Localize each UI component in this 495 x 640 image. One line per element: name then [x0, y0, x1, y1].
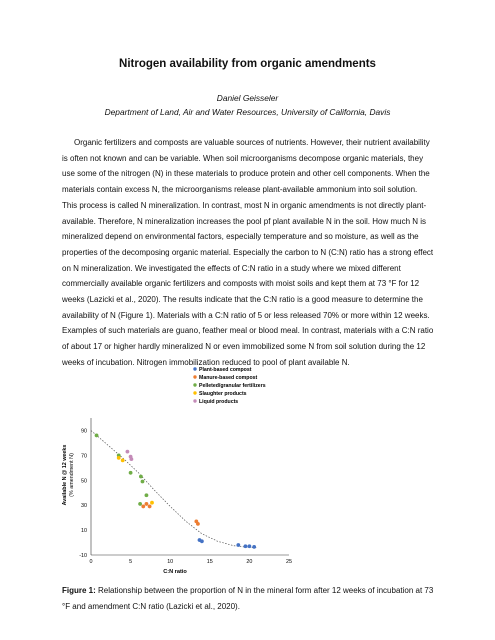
data-point [125, 449, 130, 454]
author-name: Daniel Geisseler [216, 93, 279, 103]
data-point [199, 539, 204, 544]
author-affiliation: Department of Land, Air and Water Resour… [104, 107, 391, 117]
legend-marker [193, 383, 197, 387]
data-point [150, 500, 154, 505]
data-point [138, 502, 143, 506]
y-tick-label: 10 [81, 528, 87, 534]
nitrogen-scatter-chart: 0 5 10 15 20 25 -10 10 30 50 70 90 Plant-based comp… [62, 367, 292, 575]
data-point [243, 544, 248, 549]
trend-line [90, 430, 258, 548]
data-point [147, 504, 152, 509]
caption-label: Figure 1: [62, 586, 96, 595]
legend-marker [193, 399, 197, 403]
legend-marker [193, 375, 197, 379]
data-point [116, 455, 121, 460]
data-point [94, 433, 99, 438]
x-tick-label: 5 [129, 559, 132, 565]
y-tick-label: -10 [79, 553, 87, 559]
y-axis-label: Available N @ 12 weeks [62, 445, 68, 506]
legend-marker [193, 391, 197, 395]
data-point [247, 544, 252, 549]
data-point [129, 457, 134, 461]
legend-entry: Pelleted/granular fertilizers [199, 383, 266, 389]
y-tick-label: 50 [81, 478, 87, 484]
data-point [196, 521, 200, 526]
data-point [236, 543, 241, 547]
x-tick-label: 20 [246, 559, 252, 565]
data-point [120, 458, 125, 463]
paper-title: Nitrogen availability from organic amend… [119, 58, 376, 70]
y-tick-label: 90 [81, 428, 87, 434]
legend-marker [193, 367, 197, 371]
y-axis-label-units: (% amendment N) [69, 453, 75, 497]
data-point [252, 545, 257, 549]
data-points [94, 433, 257, 549]
figure-caption: Figure 1: Relationship between the propo… [62, 583, 434, 614]
caption-text: Relationship between the proportion of N… [62, 586, 434, 611]
legend-entry: Plant-based compost [199, 367, 252, 373]
data-point [144, 502, 149, 506]
legend-entry: Slaughter products [199, 391, 247, 397]
legend-entry: Liquid products [199, 399, 238, 405]
y-tick-label: 30 [81, 503, 87, 509]
x-tick-label: 25 [286, 559, 292, 565]
data-point [144, 493, 149, 498]
chart-axes: 0 5 10 15 20 25 -10 10 30 50 70 90 [79, 418, 292, 565]
x-tick-label: 15 [207, 559, 213, 565]
body-paragraph: Organic fertilizers and composts are val… [62, 138, 434, 367]
x-axis-label: C:N ratio [163, 569, 187, 575]
data-point [140, 479, 145, 484]
x-tick-label: 0 [90, 559, 93, 565]
data-point [141, 504, 146, 509]
chart-legend: Plant-based compost Manure-based compost P… [193, 367, 266, 405]
y-tick-label: 70 [81, 453, 87, 459]
x-tick-label: 10 [167, 559, 173, 565]
data-point [128, 470, 133, 475]
figure-1: 0 5 10 15 20 25 -10 10 30 50 70 90 Plant-based comp… [58, 360, 298, 578]
data-point [138, 474, 143, 479]
legend-entry: Manure-based compost [199, 375, 257, 381]
